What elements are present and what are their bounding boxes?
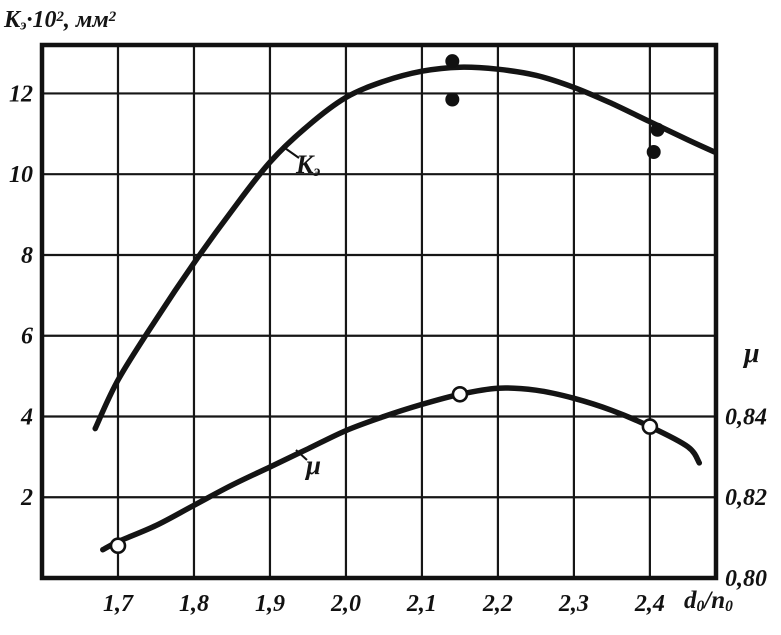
x-tick-label: 2,4 bbox=[634, 591, 665, 617]
data-point-filled-dot bbox=[650, 122, 665, 137]
y-right-tick-label: 0,82 bbox=[725, 485, 767, 511]
x-axis-title-denominator-subscript: 0 bbox=[725, 597, 733, 615]
y-left-tick-label: 8 bbox=[21, 243, 33, 269]
x-tick-label: 2,1 bbox=[406, 591, 437, 617]
x-axis-title-denominator: /n bbox=[704, 587, 726, 614]
left-axis-title-factor-exponent: 2 bbox=[56, 8, 64, 25]
k-curve-label: Кэ bbox=[296, 152, 320, 180]
y-left-tick-label: 4 bbox=[20, 404, 33, 430]
y-right-tick-label: 0,80 bbox=[725, 566, 767, 592]
k-curve-label-symbol: К bbox=[296, 150, 314, 179]
y-left-tick-label: 12 bbox=[9, 81, 33, 107]
y-right-tick-label: 0,84 bbox=[725, 404, 767, 430]
left-axis-title-symbol: К bbox=[4, 7, 21, 33]
data-point-open-circle bbox=[451, 385, 469, 403]
data-point-open-circle bbox=[109, 537, 127, 554]
left-axis-title-symbol-subscript: э bbox=[20, 17, 27, 34]
data-point-filled-dot bbox=[445, 54, 460, 69]
left-axis-title-units: , мм bbox=[63, 7, 109, 33]
y-left-tick-label: 10 bbox=[9, 162, 33, 188]
k-curve-label-subscript: э bbox=[313, 162, 321, 180]
k-curve bbox=[92, 64, 718, 432]
data-point-filled-dot bbox=[646, 145, 661, 160]
x-tick-label: 1,8 bbox=[179, 591, 209, 617]
left-axis-title: Кэ·102, мм2 bbox=[4, 8, 116, 34]
x-tick-label: 2,2 bbox=[482, 591, 513, 617]
left-axis-title-factor: ·10 bbox=[26, 7, 57, 33]
y-left-tick-label: 6 bbox=[21, 324, 33, 350]
curve-label-leader bbox=[281, 145, 300, 159]
mu-curve-label: μ bbox=[306, 450, 322, 480]
x-tick-label: 2,0 bbox=[330, 591, 361, 617]
x-axis-title-numerator: d bbox=[684, 587, 697, 614]
plot-border bbox=[39, 42, 719, 581]
right-axis-title: μ bbox=[744, 338, 760, 369]
data-point-filled-dot bbox=[445, 92, 460, 107]
x-axis-title-numerator-subscript: 0 bbox=[696, 597, 705, 615]
data-point-open-circle bbox=[641, 418, 659, 435]
curve-label-leader bbox=[295, 449, 308, 461]
x-tick-label: 2,3 bbox=[558, 591, 589, 617]
mu-curve bbox=[100, 385, 703, 553]
x-tick-label: 1,7 bbox=[103, 591, 134, 617]
left-axis-title-units-exponent: 2 bbox=[108, 8, 117, 25]
x-axis-title: d0/n0 bbox=[684, 588, 733, 614]
x-tick-label: 1,9 bbox=[255, 591, 285, 617]
y-left-tick-label: 2 bbox=[20, 485, 33, 511]
